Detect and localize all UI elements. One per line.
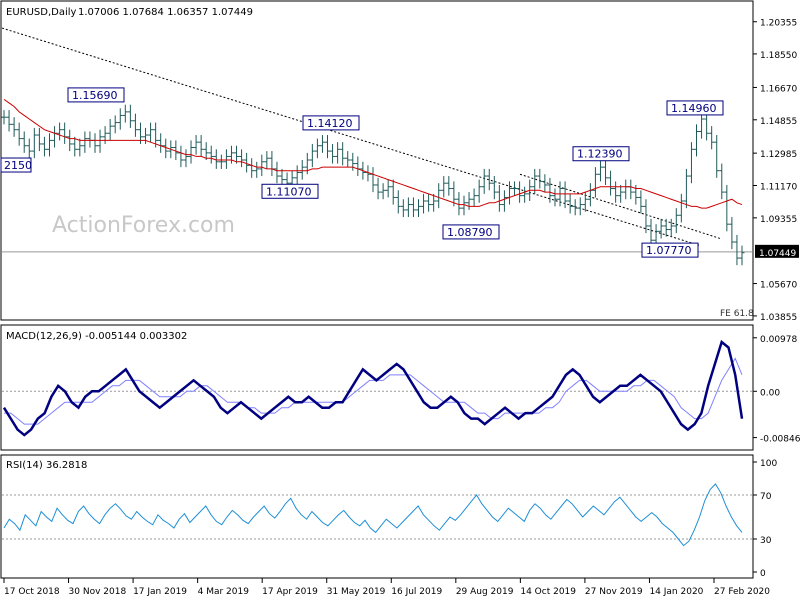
macd-signal-line xyxy=(4,357,743,425)
price-annotation-box xyxy=(442,224,500,240)
price-marker-box xyxy=(755,244,799,258)
x-tick-label: 14 Jan 2020 xyxy=(649,587,703,597)
axis-labels-layer: 1.20355 1.18550 1.16670 1.14855 1.12985 1.111… xyxy=(3,19,800,597)
y-tick-label: 100 xyxy=(760,459,777,469)
x-tick-label: 16 Jul 2019 xyxy=(391,587,442,597)
rsi-line xyxy=(3,483,743,547)
macd-line xyxy=(2,339,744,437)
y-tick-label: 1.18550 xyxy=(760,51,797,61)
price-annotation-box xyxy=(261,183,319,199)
chart-symbol-label: EURUSD,Daily xyxy=(6,7,77,18)
macd-series-layer xyxy=(2,339,752,437)
price-annotation-label: 1.12390 xyxy=(577,148,623,161)
x-tick-label: 14 Oct 2019 xyxy=(520,587,576,597)
price-annotation-label: 1.14120 xyxy=(307,117,353,130)
watermark: ActionForex.com xyxy=(52,213,235,238)
y-tick-label: 1.16670 xyxy=(760,84,797,94)
main-price-panel xyxy=(0,0,754,321)
x-tick-label: 17 Jan 2019 xyxy=(133,587,187,597)
x-tick-label: 27 Feb 2020 xyxy=(714,587,770,597)
trendline-dotted xyxy=(1,27,701,247)
y-tick-label: -0.008464 xyxy=(760,435,800,445)
x-tick-label: 4 Mar 2019 xyxy=(198,587,250,597)
y-tick-label: 0 xyxy=(760,569,766,579)
price-annotation-label: 1.07770 xyxy=(646,244,692,257)
x-tick-label: 30 Nov 2018 xyxy=(69,587,127,597)
price-annotation-label: 1.11070 xyxy=(266,185,312,198)
moving-average-line xyxy=(3,98,743,209)
y-tick-label: 1.12985 xyxy=(760,150,797,160)
y-tick-label: 30 xyxy=(760,536,772,546)
price-annotation-label: 1.15690 xyxy=(72,89,118,102)
y-tick-label: 1.14855 xyxy=(760,117,797,127)
y-tick-label: 1.11170 xyxy=(760,182,797,192)
rsi-panel xyxy=(0,454,754,579)
rsi-title: RSI(14) 36.2818 xyxy=(6,460,87,471)
macd-panel xyxy=(0,324,754,451)
price-annotation-box xyxy=(67,87,125,103)
chart-ohlc-values: 1.07006 1.07684 1.06357 1.07449 xyxy=(78,7,253,18)
main-series-layer: 1.15690 1.14120 1.11070 1.08790 1.12390 1.149… xyxy=(0,27,752,266)
macd-title: MACD(12,26,9) -0.005144 0.003302 xyxy=(6,331,187,342)
price-annotation-label: 1.14960 xyxy=(671,102,717,115)
y-tick-label: 1.03855 xyxy=(760,313,797,323)
price-annotation-box xyxy=(666,100,724,116)
x-tick-label: 17 Apr 2019 xyxy=(262,587,318,597)
y-tick-label: 70 xyxy=(760,492,772,502)
price-annotation-label: 1.08790 xyxy=(447,226,493,239)
price-annotation-box xyxy=(302,115,360,131)
fe-label: FE 61.8 xyxy=(720,309,754,319)
y-tick-label: 1.05670 xyxy=(760,281,797,291)
y-tick-label: 1.20355 xyxy=(760,19,797,29)
x-tick-label: 17 Oct 2018 xyxy=(4,587,60,597)
rsi-series-layer xyxy=(2,483,752,547)
x-tick-label: 31 May 2019 xyxy=(327,587,386,597)
price-annotation-box xyxy=(572,146,630,162)
x-tick-label: 29 Aug 2019 xyxy=(456,587,514,597)
y-tick-label: 1.07449 xyxy=(759,249,796,259)
x-tick-label: 27 Nov 2019 xyxy=(585,587,643,597)
y-tick-label: 0.00 xyxy=(760,388,780,398)
price-annotation-box xyxy=(641,242,699,258)
trendline-dotted xyxy=(519,173,721,239)
price-annotation-label: 2150 xyxy=(4,159,32,172)
y-tick-label: 1.09355 xyxy=(760,215,797,225)
y-tick-label: 0.00978 xyxy=(760,335,797,345)
price-annotation-box xyxy=(0,157,32,173)
